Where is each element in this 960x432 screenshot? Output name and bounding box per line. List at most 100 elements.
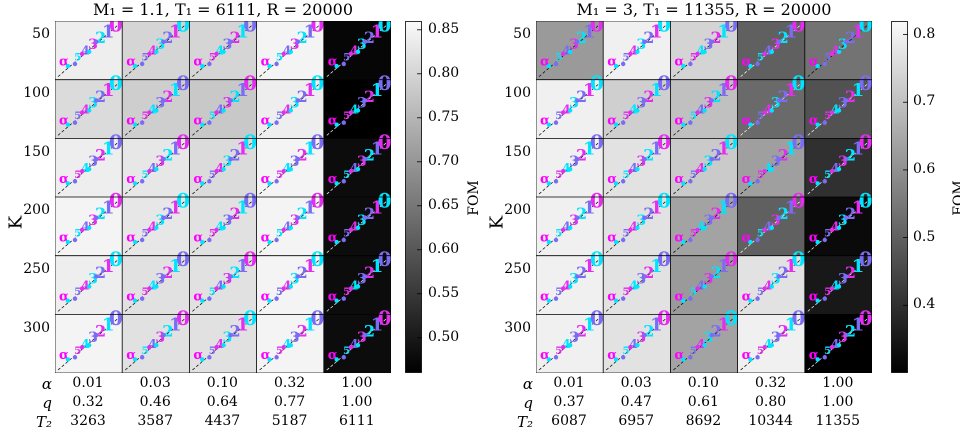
k-digit-marker: 0 [724, 130, 738, 154]
data-point [295, 98, 301, 103]
data-point [228, 215, 233, 220]
data-point [843, 39, 849, 44]
data-point [755, 179, 760, 184]
data-point [132, 298, 138, 303]
k-digit-marker: 5 [555, 346, 562, 357]
k-digit-marker: 2 [845, 87, 856, 106]
k-digit-marker: 2 [643, 87, 654, 106]
k-digit-marker: 4 [697, 337, 705, 351]
k-digit-marker: 4 [764, 337, 772, 351]
k-digit-marker: 0 [590, 21, 604, 36]
column-label-value: 0.03 [620, 375, 652, 391]
alpha-marker: α [193, 172, 203, 187]
k-digit-marker: 1 [371, 256, 384, 277]
k-digit-marker: 1 [717, 21, 730, 42]
data-point [702, 342, 707, 348]
k-digit-marker: 5 [74, 287, 81, 298]
k-digit-marker: 2 [95, 321, 106, 340]
k-digit-marker: 3 [88, 96, 98, 112]
data-point [695, 227, 700, 233]
alpha-marker: α [674, 348, 684, 363]
k-digit-marker: 0 [109, 306, 123, 330]
data-point [228, 39, 233, 44]
k-digit-marker: 2 [229, 145, 240, 164]
k-digit-marker: 5 [276, 53, 283, 64]
k-digit-marker: 4 [629, 44, 637, 58]
data-point [560, 345, 566, 350]
data-point [86, 225, 92, 231]
data-point [200, 239, 205, 245]
data-point [228, 332, 233, 338]
k-digit-marker: 3 [88, 330, 98, 346]
k-digit-marker: 4 [283, 278, 291, 292]
k-digit-marker: 4 [629, 337, 637, 351]
data-point [695, 345, 700, 350]
data-point [709, 332, 714, 338]
column-label-value: 0.01 [553, 375, 585, 391]
k-digit-marker: 2 [229, 204, 240, 223]
k-digit-marker: 0 [310, 21, 324, 36]
k-digit-marker: 4 [831, 44, 839, 58]
alpha-marker: α [607, 348, 617, 363]
data-point [688, 179, 693, 184]
data-point [267, 181, 272, 186]
k-digit-marker: 2 [364, 321, 375, 340]
k-digit-marker: 0 [657, 188, 671, 212]
data-point [836, 166, 842, 172]
k-digit-marker: 3 [569, 330, 579, 346]
k-digit-marker: 1 [583, 197, 596, 218]
data-point [688, 120, 693, 125]
k-digit-marker: 2 [778, 28, 789, 47]
k-digit-marker: 5 [757, 170, 764, 181]
data-point [207, 296, 212, 301]
k-digit-marker: 2 [576, 263, 587, 282]
k-digit-marker: 3 [223, 330, 233, 346]
data-point [334, 239, 339, 245]
data-point [341, 120, 346, 125]
data-point [94, 98, 99, 103]
k-digit-marker: 0 [310, 71, 324, 95]
k-digit-marker: 4 [350, 278, 358, 292]
k-digit-marker: 2 [162, 145, 173, 164]
k-digit-marker: 2 [845, 204, 856, 223]
k-digit-marker: 1 [102, 256, 115, 277]
k-digit-marker: 3 [636, 96, 646, 112]
colorbar-tick-label: 0.60 [428, 240, 460, 257]
k-digit-marker: 5 [343, 111, 350, 122]
alpha-marker: α [193, 289, 203, 304]
k-digit-marker: 5 [690, 287, 697, 298]
data-point [635, 49, 640, 55]
data-point [748, 63, 753, 69]
data-point [776, 215, 782, 220]
data-point [72, 296, 78, 301]
k-digit-marker: 1 [650, 315, 663, 336]
k-digit-marker: 2 [576, 145, 587, 164]
data-point [769, 284, 774, 289]
k-digit-marker: 4 [148, 278, 156, 292]
k-digit-marker: 2 [297, 204, 308, 223]
data-point [695, 169, 700, 174]
data-point [334, 63, 339, 69]
data-point [139, 179, 145, 184]
data-point [822, 237, 827, 243]
data-point [362, 274, 368, 279]
k-digit-marker: 3 [290, 37, 300, 53]
alpha-marker: α [328, 55, 338, 70]
colorbar-tick-label: 0.55 [428, 284, 460, 301]
k-digit-marker: 3 [636, 37, 646, 53]
k-digit-marker: 3 [838, 213, 848, 229]
data-point [635, 166, 640, 172]
data-point [575, 274, 580, 279]
k-digit-marker: 3 [223, 154, 233, 170]
data-point [575, 98, 580, 103]
alpha-marker: α [328, 289, 338, 304]
